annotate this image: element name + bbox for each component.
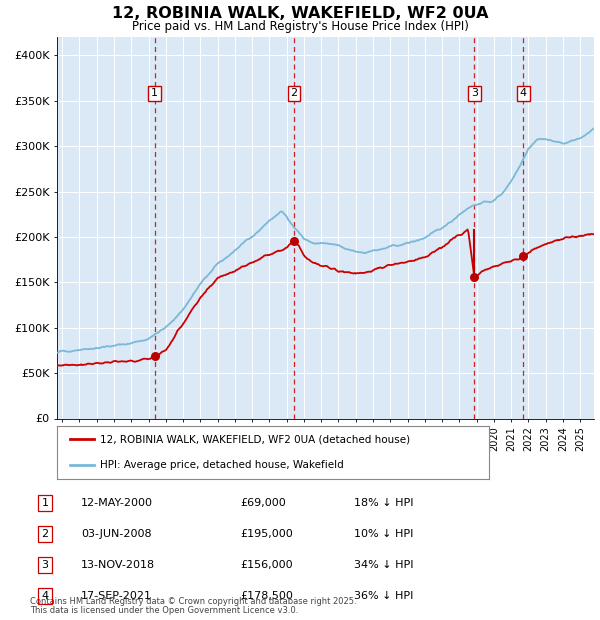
Text: 12, ROBINIA WALK, WAKEFIELD, WF2 0UA: 12, ROBINIA WALK, WAKEFIELD, WF2 0UA [112, 6, 488, 21]
Text: £156,000: £156,000 [240, 560, 293, 570]
Text: 3: 3 [41, 560, 49, 570]
Text: 1: 1 [151, 89, 158, 99]
Text: This data is licensed under the Open Government Licence v3.0.: This data is licensed under the Open Gov… [30, 606, 298, 615]
Text: 12-MAY-2000: 12-MAY-2000 [81, 498, 153, 508]
Text: Contains HM Land Registry data © Crown copyright and database right 2025.: Contains HM Land Registry data © Crown c… [30, 597, 356, 606]
Text: 13-NOV-2018: 13-NOV-2018 [81, 560, 155, 570]
Text: £178,500: £178,500 [240, 591, 293, 601]
Text: 03-JUN-2008: 03-JUN-2008 [81, 529, 152, 539]
Text: 2: 2 [41, 529, 49, 539]
Text: £69,000: £69,000 [240, 498, 286, 508]
Text: 34% ↓ HPI: 34% ↓ HPI [354, 560, 413, 570]
Text: HPI: Average price, detached house, Wakefield: HPI: Average price, detached house, Wake… [100, 461, 344, 471]
Text: 4: 4 [520, 89, 527, 99]
Text: 10% ↓ HPI: 10% ↓ HPI [354, 529, 413, 539]
Text: 3: 3 [471, 89, 478, 99]
Text: 4: 4 [41, 591, 49, 601]
Text: 36% ↓ HPI: 36% ↓ HPI [354, 591, 413, 601]
Text: 17-SEP-2021: 17-SEP-2021 [81, 591, 152, 601]
Text: £195,000: £195,000 [240, 529, 293, 539]
Text: 2: 2 [290, 89, 298, 99]
Text: 1: 1 [41, 498, 49, 508]
Text: 18% ↓ HPI: 18% ↓ HPI [354, 498, 413, 508]
Text: Price paid vs. HM Land Registry's House Price Index (HPI): Price paid vs. HM Land Registry's House … [131, 20, 469, 33]
Text: 12, ROBINIA WALK, WAKEFIELD, WF2 0UA (detached house): 12, ROBINIA WALK, WAKEFIELD, WF2 0UA (de… [100, 434, 410, 444]
